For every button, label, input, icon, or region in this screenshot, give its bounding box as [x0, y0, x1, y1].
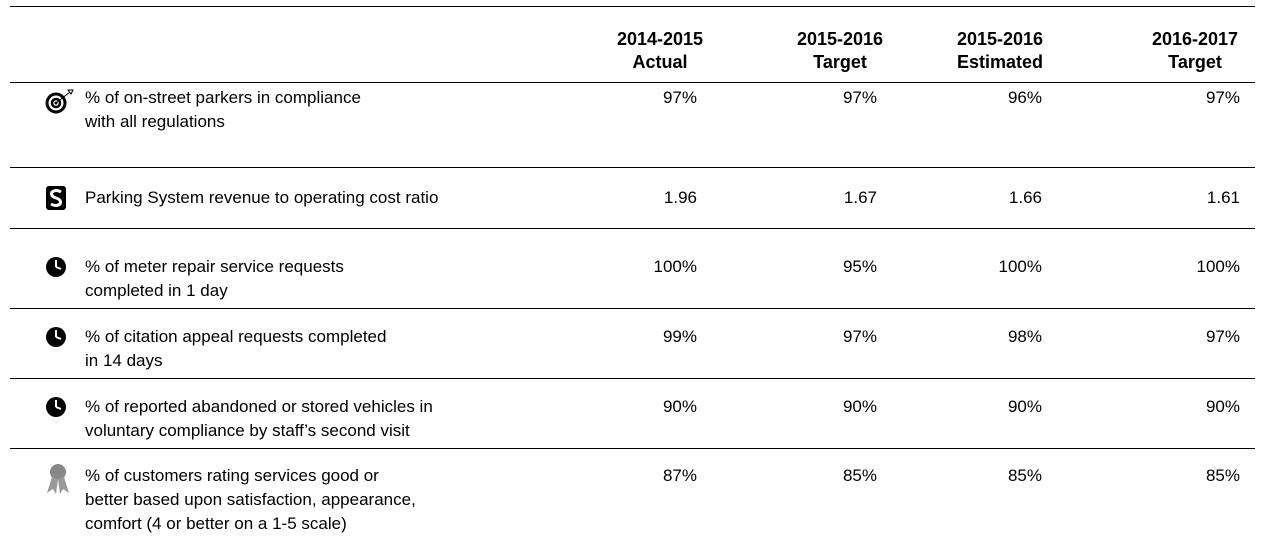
measure-value: 98%	[1007, 327, 1042, 346]
measure-value: 95%	[842, 257, 877, 276]
top-rule	[10, 6, 1255, 7]
column-header: Actual	[632, 52, 688, 72]
clock-icon	[46, 327, 66, 347]
measure-value: 1.67	[843, 188, 877, 207]
ribbon-icon	[47, 464, 69, 494]
measure-value: 87%	[662, 466, 697, 485]
column-header: 2016-2017	[1151, 29, 1239, 49]
clock-icon	[46, 397, 66, 417]
measure-description: comfort (4 or better on a 1-5 scale)	[85, 514, 347, 533]
measure-description: with all regulations	[85, 112, 225, 131]
row-rule	[10, 167, 1255, 168]
measure-value: 1.61	[1206, 188, 1240, 207]
measure-value: 90%	[1205, 397, 1240, 416]
column-header: 2015-2016	[956, 29, 1044, 49]
column-header: Target	[1168, 52, 1222, 72]
measure-description: voluntary compliance by staff’s second v…	[85, 421, 410, 440]
measure-value: 97%	[842, 88, 877, 107]
measure-description: better based upon satisfaction, appearan…	[85, 490, 416, 509]
measure-description: % of reported abandoned or stored vehicl…	[85, 397, 433, 416]
measure-value: 1.96	[663, 188, 697, 207]
measure-value: 1.66	[1008, 188, 1042, 207]
measure-value: 85%	[1205, 466, 1240, 485]
measure-value: 97%	[842, 327, 877, 346]
row-rule	[10, 308, 1255, 309]
measure-value: 90%	[1007, 397, 1042, 416]
measure-value: 97%	[1205, 88, 1240, 107]
measure-description: Parking System revenue to operating cost…	[85, 188, 439, 207]
dollar-icon	[46, 186, 66, 210]
measure-value: 97%	[1205, 327, 1240, 346]
column-header: 2015-2016	[796, 29, 884, 49]
measure-value: 99%	[662, 327, 697, 346]
measure-description: % of meter repair service requests	[85, 257, 344, 276]
measure-description: % of citation appeal requests completed	[85, 327, 387, 346]
clock-icon	[46, 257, 66, 277]
row-rule	[10, 448, 1255, 449]
column-header: 2014-2015	[616, 29, 704, 49]
measure-value: 96%	[1007, 88, 1042, 107]
target-icon	[45, 89, 74, 114]
row-rule	[10, 378, 1255, 379]
measure-value: 90%	[842, 397, 877, 416]
measure-value: 90%	[662, 397, 697, 416]
measure-description: in 14 days	[85, 351, 163, 370]
measure-value: 85%	[842, 466, 877, 485]
measure-value: 100%	[1196, 257, 1240, 276]
row-rule	[10, 228, 1255, 229]
measure-description: completed in 1 day	[85, 281, 228, 300]
measure-description: % of customers rating services good or	[85, 466, 379, 485]
measure-value: 100%	[998, 257, 1042, 276]
column-header: Target	[813, 52, 867, 72]
measure-description: % of on-street parkers in compliance	[85, 88, 361, 107]
measure-value: 100%	[653, 257, 697, 276]
measure-value: 97%	[662, 88, 697, 107]
row-rule	[10, 82, 1255, 83]
measure-value: 85%	[1007, 466, 1042, 485]
column-header: Estimated	[956, 52, 1044, 72]
